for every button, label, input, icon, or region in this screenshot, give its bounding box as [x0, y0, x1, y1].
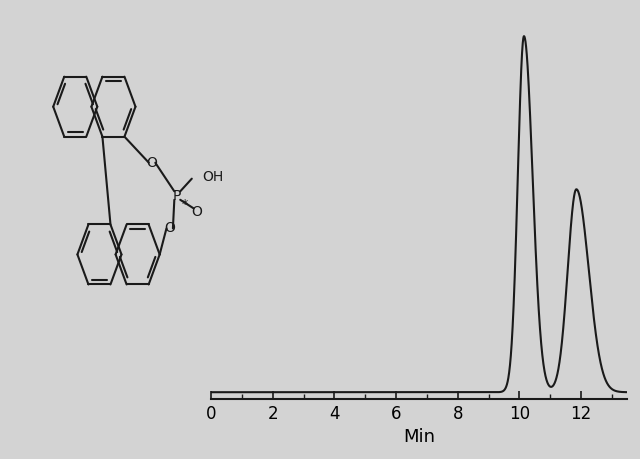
Text: P: P — [173, 189, 181, 202]
Text: *: * — [181, 198, 188, 211]
Text: O: O — [147, 156, 157, 170]
Text: O: O — [164, 221, 175, 235]
X-axis label: Min: Min — [403, 428, 435, 447]
Text: OH: OH — [202, 169, 223, 184]
Text: O: O — [192, 206, 203, 219]
